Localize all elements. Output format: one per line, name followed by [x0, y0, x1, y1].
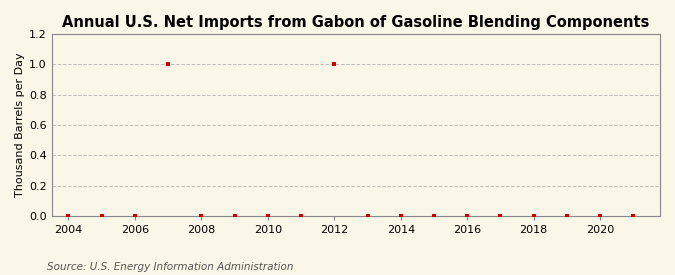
Title: Annual U.S. Net Imports from Gabon of Gasoline Blending Components: Annual U.S. Net Imports from Gabon of Ga…: [62, 15, 649, 30]
Point: [97, 214, 107, 218]
Point: [296, 214, 306, 218]
Point: [429, 214, 439, 218]
Point: [495, 214, 506, 218]
Point: [263, 214, 273, 218]
Point: [63, 214, 74, 218]
Point: [329, 62, 340, 67]
Point: [628, 214, 639, 218]
Point: [595, 214, 605, 218]
Point: [529, 214, 539, 218]
Point: [562, 214, 572, 218]
Y-axis label: Thousand Barrels per Day: Thousand Barrels per Day: [15, 53, 25, 197]
Point: [396, 214, 406, 218]
Point: [362, 214, 373, 218]
Point: [230, 214, 240, 218]
Point: [130, 214, 140, 218]
Point: [163, 62, 173, 67]
Text: Source: U.S. Energy Information Administration: Source: U.S. Energy Information Administ…: [47, 262, 294, 272]
Point: [196, 214, 207, 218]
Point: [462, 214, 472, 218]
